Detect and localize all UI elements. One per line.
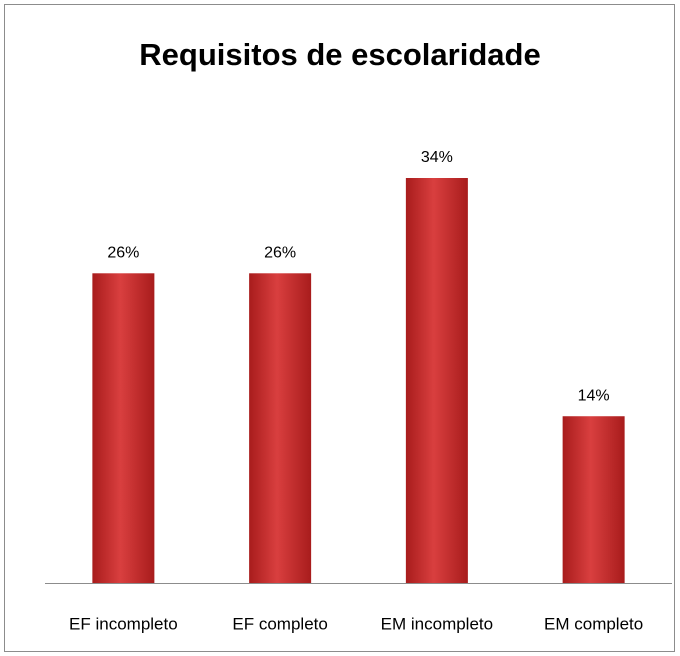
value-label: 14%: [578, 387, 610, 404]
value-label: 26%: [264, 245, 296, 262]
x-tick-label: EM completo: [544, 614, 643, 633]
x-tick-label: EF completo: [232, 614, 327, 633]
bar: [92, 273, 155, 583]
bar: [249, 273, 312, 583]
bar: [562, 416, 625, 583]
chart-title: Requisitos de escolaridade: [139, 37, 540, 72]
bar: [405, 178, 468, 583]
value-label: 34%: [421, 149, 453, 166]
x-tick-label: EM incompleto: [381, 614, 493, 633]
value-label: 26%: [107, 245, 139, 262]
x-tick-label: EF incompleto: [69, 614, 178, 633]
